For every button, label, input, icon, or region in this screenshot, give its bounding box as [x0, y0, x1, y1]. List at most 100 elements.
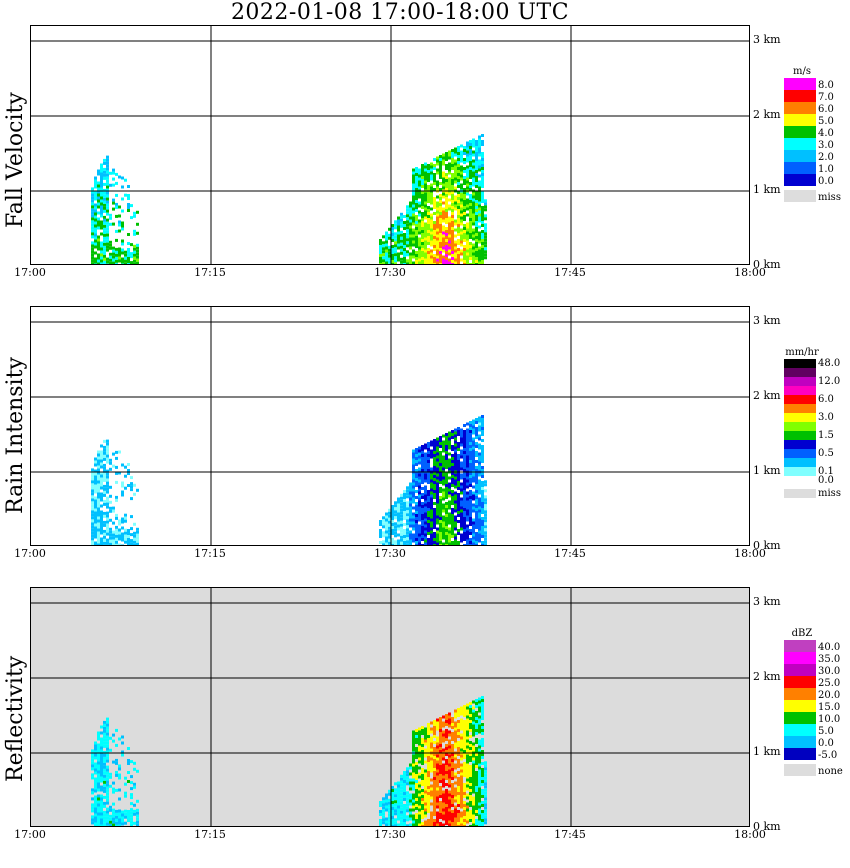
echo-1-cells: [91, 717, 139, 826]
legend-swatch: [784, 764, 816, 776]
legend-title: mm/hr: [785, 347, 819, 358]
y-tick-label: 2 km: [753, 108, 781, 121]
x-tick-label: 17:45: [554, 547, 586, 560]
legend-swatch: [784, 413, 816, 422]
legend-label: 6.0: [818, 394, 834, 405]
legend-label: 40.0: [818, 642, 841, 653]
x-tick-label: 17:00: [14, 547, 46, 560]
legend-label: -5.0: [818, 750, 838, 761]
x-tick-label: 17:15: [194, 547, 226, 560]
legend-swatch: [784, 712, 816, 724]
legend-label: 7.0: [818, 92, 834, 103]
legend-label: 0.5: [818, 448, 834, 459]
legend-swatch: [784, 377, 816, 386]
legend-swatch: [784, 440, 816, 449]
panel-label-fall-velocity: Fall Velocity: [3, 92, 28, 228]
legend-swatch: [784, 458, 816, 467]
legend-label: 25.0: [818, 678, 841, 689]
plot-background: [31, 307, 749, 545]
x-tick-label: 17:00: [14, 266, 46, 279]
plot-background: [31, 26, 749, 264]
legend-swatch: [784, 422, 816, 431]
legend-label: 20.0: [818, 690, 841, 701]
y-tick-label: 0 km: [753, 539, 781, 552]
x-tick-label: 17:15: [194, 266, 226, 279]
plot-background: [31, 588, 749, 826]
legend-label: 5.0: [818, 116, 834, 127]
legend-swatch: [784, 126, 816, 138]
legend-swatch: [784, 162, 816, 174]
y-tick-label: 2 km: [753, 670, 781, 683]
legend-swatch: [784, 449, 816, 458]
legend-swatch: [784, 652, 816, 664]
legend-swatch: [784, 748, 816, 760]
panel-label-rain-intensity: Rain Intensity: [3, 357, 28, 514]
plot-rain-intensity: [30, 306, 750, 546]
legend-label: 8.0: [818, 80, 834, 91]
legend-label: none: [818, 766, 843, 777]
echo-1-cells: [91, 155, 139, 264]
x-tick-label: 17:30: [374, 547, 406, 560]
legend-label: 1.0: [818, 164, 834, 175]
legend-swatch: [784, 700, 816, 712]
plot-fall-velocity-svg: [31, 26, 749, 264]
plot-reflectivity: [30, 587, 750, 827]
x-tick-label: 17:30: [374, 266, 406, 279]
plot-reflectivity-svg: [31, 588, 749, 826]
legend-swatch: [784, 114, 816, 126]
legend-title: m/s: [793, 66, 811, 77]
legend-swatch: [784, 724, 816, 736]
legend-swatch: [784, 664, 816, 676]
legend-swatch: [784, 395, 816, 404]
legend-label: 1.5: [818, 430, 834, 441]
legend-label: 3.0: [818, 140, 834, 151]
legend-swatch: [784, 359, 816, 368]
legend-title: dBZ: [791, 628, 813, 639]
plot-rain-intensity-svg: [31, 307, 749, 545]
y-tick-label: 3 km: [753, 595, 781, 608]
legend-label: 15.0: [818, 702, 841, 713]
legend-swatch: [784, 489, 816, 498]
legend-swatch: [784, 467, 816, 476]
legend-label: 0.0: [818, 738, 834, 749]
legend-label: 5.0: [818, 726, 834, 737]
legend-label: 48.0: [818, 358, 841, 369]
legend-swatch: [784, 736, 816, 748]
y-tick-label: 1 km: [753, 183, 781, 196]
legend-label: 35.0: [818, 654, 841, 665]
panel-label-reflectivity: Reflectivity: [3, 655, 28, 782]
x-tick-label: 18:00: [734, 828, 766, 841]
y-tick-label: 2 km: [753, 389, 781, 402]
y-tick-label: 0 km: [753, 258, 781, 271]
legend-swatch: [784, 431, 816, 440]
x-tick-label: 18:00: [734, 266, 766, 279]
legend-swatch: [784, 102, 816, 114]
echo-2-cells: [379, 415, 487, 545]
legend-swatch: [784, 404, 816, 413]
y-tick-label: 0 km: [753, 820, 781, 833]
echo-1-cells: [91, 439, 139, 545]
x-tick-label: 17:45: [554, 828, 586, 841]
y-tick-label: 1 km: [753, 745, 781, 758]
chart-title: 2022-01-08 17:00-18:00 UTC: [230, 0, 570, 25]
legend-swatch: [784, 90, 816, 102]
legend-label: 4.0: [818, 128, 834, 139]
echo-2-cells: [379, 696, 487, 826]
legend-swatch: [784, 640, 816, 652]
legend-label: 30.0: [818, 666, 841, 677]
legend-swatch: [784, 190, 816, 202]
legend-swatch: [784, 150, 816, 162]
legend-swatch: [784, 386, 816, 395]
legend-label: 3.0: [818, 412, 834, 423]
y-tick-label: 3 km: [753, 314, 781, 327]
legend-swatch: [784, 138, 816, 150]
legend-label: 12.0: [818, 376, 841, 387]
legend-label: 0.0: [818, 475, 834, 486]
x-tick-label: 17:30: [374, 828, 406, 841]
legend-label: 6.0: [818, 104, 834, 115]
legend-swatch: [784, 174, 816, 186]
legend-swatch: [784, 368, 816, 377]
x-tick-label: 18:00: [734, 547, 766, 560]
y-tick-label: 1 km: [753, 464, 781, 477]
legend-swatch: [784, 676, 816, 688]
